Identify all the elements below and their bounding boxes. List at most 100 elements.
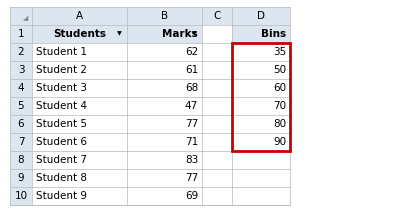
Text: 70: 70 [273, 101, 286, 111]
Bar [232, 169, 290, 187]
Text: 77: 77 [185, 119, 198, 129]
Text: Student 6: Student 6 [36, 137, 87, 147]
Text: 90: 90 [273, 137, 286, 147]
Bar [127, 151, 202, 169]
Text: 7: 7 [18, 137, 24, 147]
Bar [232, 133, 290, 151]
Bar [32, 187, 127, 205]
Text: 47: 47 [185, 101, 198, 111]
Text: C: C [213, 11, 221, 21]
Bar [202, 97, 232, 115]
Bar [127, 25, 202, 43]
Text: Student 9: Student 9 [36, 191, 87, 201]
Bar [202, 79, 232, 97]
Bar [32, 61, 127, 79]
Bar [32, 133, 127, 151]
Bar [202, 151, 232, 169]
Bar [32, 115, 127, 133]
Text: D: D [257, 11, 265, 21]
Bar [127, 7, 202, 25]
Bar [32, 25, 127, 43]
Text: ▼: ▼ [116, 32, 121, 36]
Text: Student 3: Student 3 [36, 83, 87, 93]
Bar [10, 115, 32, 133]
Bar [10, 25, 32, 43]
Bar [232, 61, 290, 79]
Bar [32, 79, 127, 97]
Bar [10, 79, 32, 97]
Bar [127, 133, 202, 151]
Text: 50: 50 [273, 65, 286, 75]
Bar [10, 133, 32, 151]
Text: A: A [76, 11, 83, 21]
Bar [32, 97, 127, 115]
Text: 5: 5 [18, 101, 24, 111]
Bar [232, 187, 290, 205]
Bar [127, 43, 202, 61]
Text: Student 7: Student 7 [36, 155, 87, 165]
Text: Student 4: Student 4 [36, 101, 87, 111]
Bar [232, 115, 290, 133]
Bar [32, 151, 127, 169]
Bar [202, 61, 232, 79]
Bar [232, 43, 290, 61]
Text: 1: 1 [18, 29, 24, 39]
Text: 2: 2 [18, 47, 24, 57]
Bar [10, 7, 32, 25]
Text: 68: 68 [185, 83, 198, 93]
Bar [10, 151, 32, 169]
Text: 61: 61 [185, 65, 198, 75]
Text: 8: 8 [18, 155, 24, 165]
Text: 71: 71 [185, 137, 198, 147]
Text: 9: 9 [18, 173, 24, 183]
Bar [127, 79, 202, 97]
Text: Student 2: Student 2 [36, 65, 87, 75]
Text: Students: Students [53, 29, 106, 39]
Text: 80: 80 [273, 119, 286, 129]
Text: Student 5: Student 5 [36, 119, 87, 129]
Bar [10, 97, 32, 115]
Bar [127, 169, 202, 187]
Bar [202, 187, 232, 205]
Bar [32, 43, 127, 61]
Bar [127, 115, 202, 133]
Bar [202, 43, 232, 61]
Text: Student 1: Student 1 [36, 47, 87, 57]
Text: B: B [161, 11, 168, 21]
Text: ◢: ◢ [23, 15, 28, 21]
Bar [10, 61, 32, 79]
Bar [202, 7, 232, 25]
Text: Marks: Marks [162, 29, 198, 39]
Bar [32, 7, 127, 25]
Text: 62: 62 [185, 47, 198, 57]
Text: 35: 35 [273, 47, 286, 57]
Bar [232, 79, 290, 97]
Bar [232, 97, 290, 115]
Bar [202, 25, 232, 43]
Bar [232, 25, 290, 43]
Bar [32, 169, 127, 187]
Text: 83: 83 [185, 155, 198, 165]
Bar [202, 169, 232, 187]
Text: 3: 3 [18, 65, 24, 75]
Text: 10: 10 [15, 191, 27, 201]
Bar [10, 169, 32, 187]
Bar [232, 151, 290, 169]
Text: 69: 69 [185, 191, 198, 201]
Text: Student 8: Student 8 [36, 173, 87, 183]
Text: 6: 6 [18, 119, 24, 129]
Bar [10, 187, 32, 205]
Bar [127, 61, 202, 79]
Text: 60: 60 [273, 83, 286, 93]
Bar [232, 7, 290, 25]
Bar [127, 97, 202, 115]
Text: 4: 4 [18, 83, 24, 93]
Text: 77: 77 [185, 173, 198, 183]
Bar [127, 187, 202, 205]
Text: ▼: ▼ [191, 32, 196, 36]
Bar [202, 115, 232, 133]
Bar [10, 43, 32, 61]
Text: Bins: Bins [261, 29, 286, 39]
Bar [232, 43, 290, 151]
Bar [202, 133, 232, 151]
